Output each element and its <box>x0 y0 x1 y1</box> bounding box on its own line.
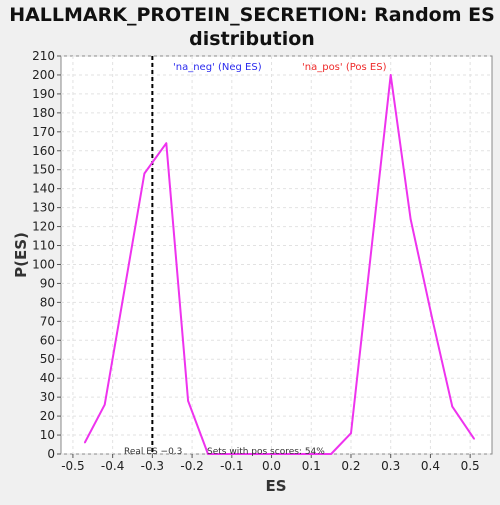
series-point <box>330 453 332 455</box>
y-tick-label: 70 <box>40 314 55 328</box>
y-tick-label: 210 <box>32 49 55 63</box>
series-point <box>143 172 146 175</box>
y-tick-label: 20 <box>40 409 55 423</box>
series-point <box>165 142 168 144</box>
series-point <box>103 403 106 406</box>
series-point <box>84 441 86 444</box>
legend-neg: 'na_neg' (Neg ES) <box>173 62 262 73</box>
y-tick-label: 40 <box>40 371 55 385</box>
series-point <box>187 400 189 402</box>
y-tick-label: 140 <box>32 182 55 196</box>
chart-title-line2: distribution <box>189 28 315 50</box>
x-tick-label: 0.2 <box>341 459 360 473</box>
x-tick-label: 0.3 <box>381 459 400 473</box>
series-points <box>84 74 475 455</box>
series-point <box>270 453 273 455</box>
y-axis-title: P(ES) <box>12 232 30 278</box>
x-tick-label: 0.0 <box>262 459 281 473</box>
x-tick-label: -0.5 <box>61 459 84 473</box>
y-tick-label: 200 <box>32 68 55 82</box>
y-tick-label: 90 <box>40 276 55 290</box>
x-axis-title: ES <box>265 477 286 495</box>
y-axis: 0 10 20 30 40 50 60 70 80 90 100 110 120 130 140 150 160… <box>32 49 61 461</box>
y-tick-label: 150 <box>32 163 55 177</box>
chart-title-line1: HALLMARK_PROTEIN_SECRETION: Random ES <box>9 4 495 26</box>
y-tick-label: 60 <box>40 333 55 347</box>
y-tick-label: 170 <box>32 125 55 139</box>
x-tick-label: 0.4 <box>421 459 440 473</box>
y-tick-label: 30 <box>40 390 55 404</box>
series-point <box>451 405 454 408</box>
series-point <box>473 438 475 440</box>
y-tick-label: 120 <box>32 220 55 234</box>
y-tick-label: 50 <box>40 352 55 366</box>
series-point <box>123 288 126 290</box>
x-tick-label: -0.3 <box>141 459 164 473</box>
y-tick-label: 160 <box>32 144 55 158</box>
series-point <box>431 318 434 321</box>
plot-area <box>60 55 493 455</box>
x-tick-label: -0.2 <box>180 459 203 473</box>
y-tick-label: 190 <box>32 87 55 101</box>
y-tick-label: 180 <box>32 106 55 120</box>
x-axis: -0.5 -0.4 -0.3 -0.2 -0.1 0.0 0.1 0.2 0.3 0.4 0.5 <box>61 454 480 473</box>
series-point <box>389 74 392 76</box>
series-point <box>350 432 352 434</box>
legend-pos: 'na_pos' (Pos ES) <box>302 62 387 73</box>
y-tick-label: 100 <box>32 257 55 271</box>
real-es-label: Real ES −0.3 <box>124 447 182 457</box>
y-tick-label: 110 <box>32 239 55 253</box>
y-tick-label: 130 <box>32 201 55 215</box>
series-point <box>207 453 209 455</box>
y-tick-label: 0 <box>47 447 55 461</box>
x-tick-label: 0.5 <box>461 459 480 473</box>
y-tick-label: 80 <box>40 295 55 309</box>
x-tick-label: -0.1 <box>220 459 243 473</box>
x-tick-label: -0.4 <box>101 459 124 473</box>
x-tick-label: 0.1 <box>302 459 321 473</box>
pos-scores-annotation: Sets with pos scores: 54% <box>207 447 325 457</box>
series-point <box>409 218 412 220</box>
y-tick-label: 10 <box>40 428 55 442</box>
